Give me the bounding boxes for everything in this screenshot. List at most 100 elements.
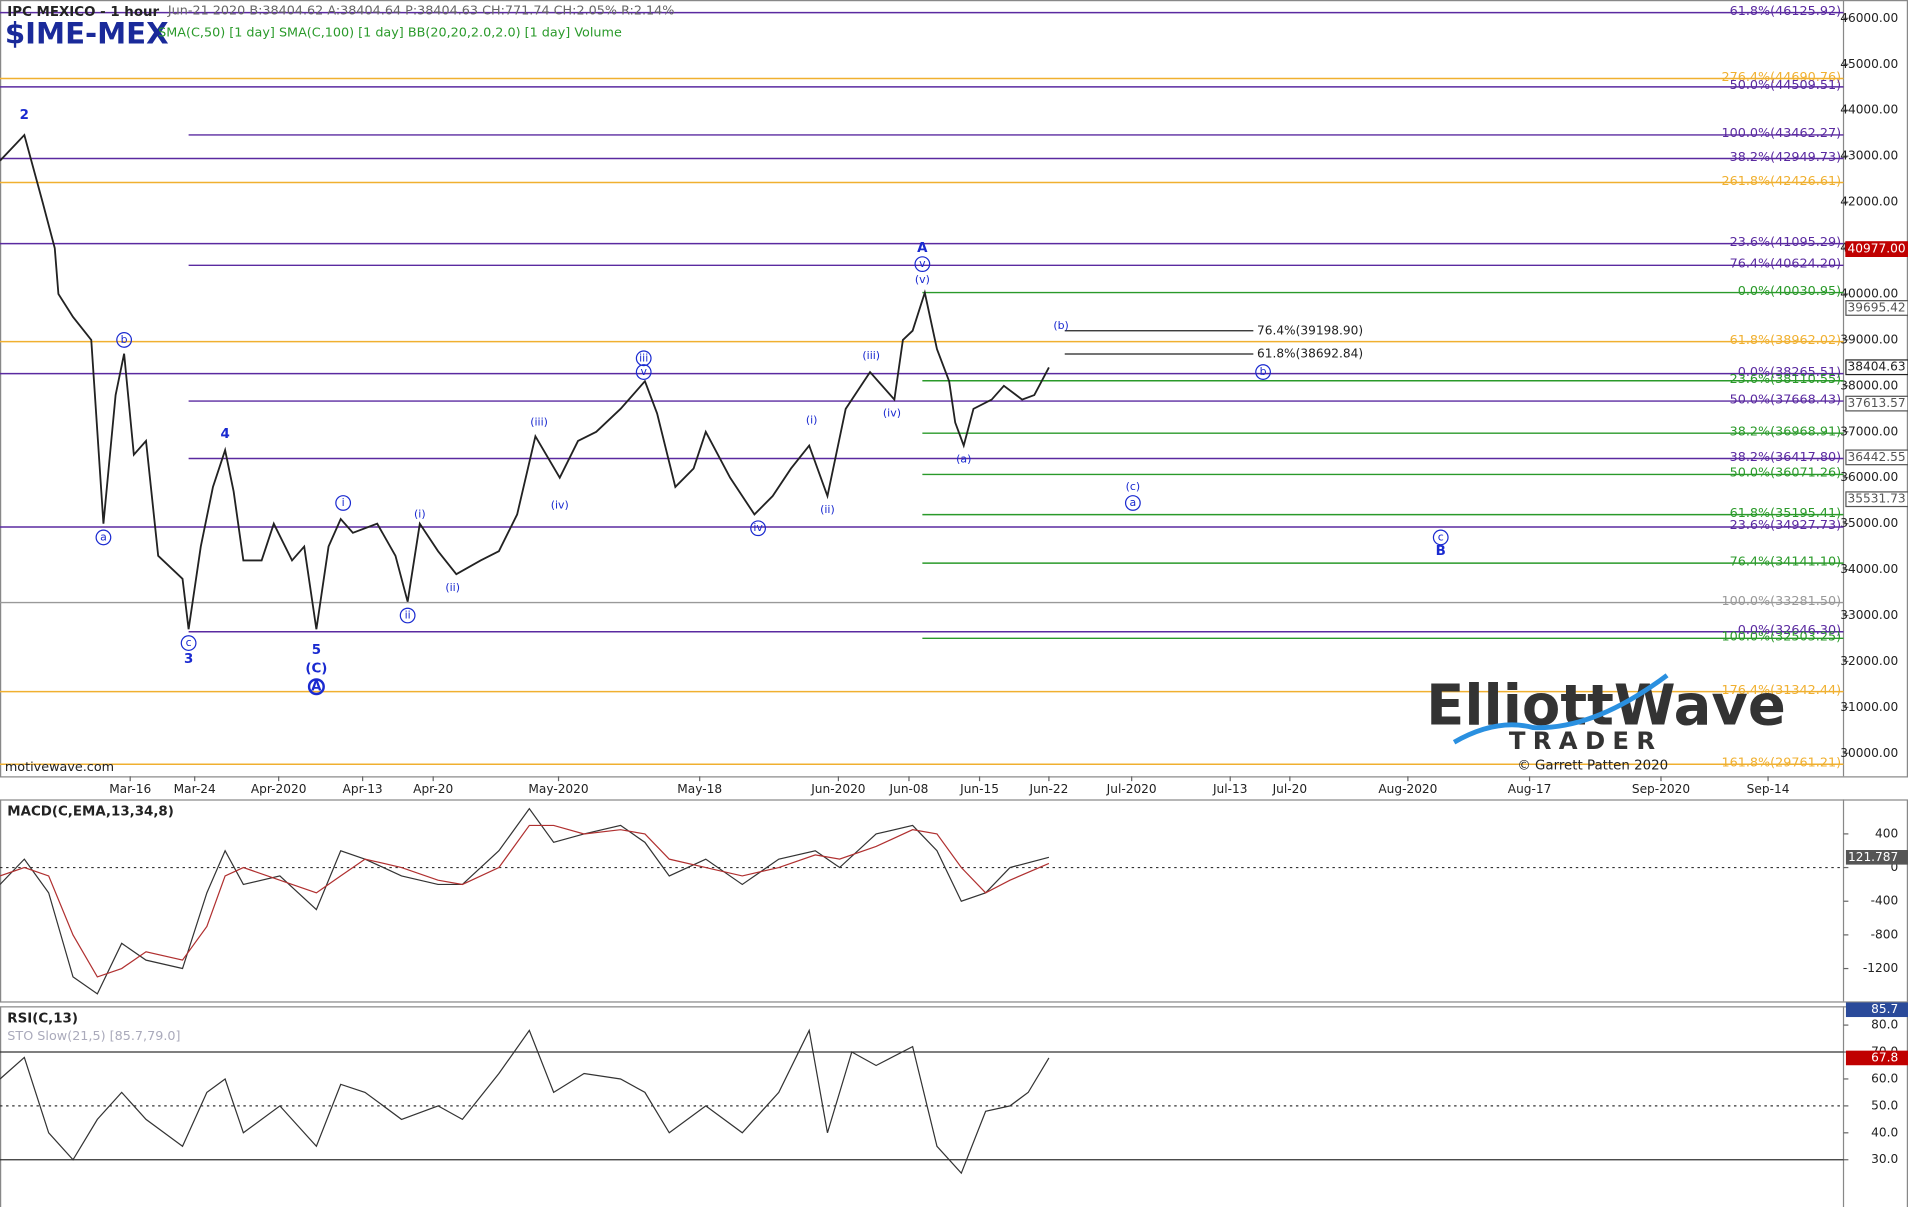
fib-label: 50.0%(37668.43) bbox=[1730, 392, 1841, 407]
current-marker bbox=[1845, 1050, 1908, 1066]
indicators: SMA(C,50) [1 day] SMA(C,100) [1 day] BB(… bbox=[158, 25, 622, 40]
price-marker-label: 35531.73 bbox=[1848, 492, 1906, 506]
logo-sub: TRADER bbox=[1509, 726, 1663, 755]
y-tick-label: 50.0 bbox=[1871, 1098, 1898, 1112]
y-tick-label: 44000.00 bbox=[1840, 103, 1898, 117]
wave-label: B bbox=[1436, 544, 1446, 559]
x-tick-label: Jun-22 bbox=[1028, 782, 1068, 796]
y-tick-label: 38000.00 bbox=[1840, 378, 1898, 392]
current-label: 85.7 bbox=[1871, 1002, 1898, 1016]
fib-label: 38.2%(42949.73) bbox=[1730, 150, 1841, 165]
wave-label: c bbox=[186, 636, 192, 649]
x-tick-label: May-18 bbox=[677, 782, 722, 796]
fib-label: 76.4%(40624.20) bbox=[1730, 257, 1841, 272]
quote: Jun-21 2020 B:38404.62 A:38404.64 P:3840… bbox=[167, 3, 674, 18]
y-tick-label: 37000.00 bbox=[1840, 424, 1898, 438]
wave-label: (iii) bbox=[530, 416, 548, 429]
price-marker bbox=[1845, 241, 1908, 258]
fib-label: 50.0%(36071.26) bbox=[1730, 466, 1841, 481]
y-tick-label: -400 bbox=[1871, 894, 1899, 908]
wave-label: b bbox=[1260, 365, 1267, 378]
panel-frame bbox=[0, 1006, 1908, 1207]
wave-label: i bbox=[342, 496, 345, 509]
fib-label: 176.4%(31342.44) bbox=[1722, 683, 1842, 698]
wave-label: 4 bbox=[220, 427, 229, 442]
fib-label: 61.8%(38692.84) bbox=[1257, 347, 1363, 361]
x-tick-label: Aug-2020 bbox=[1378, 782, 1437, 796]
current-label: 121.787 bbox=[1848, 850, 1898, 864]
price-line bbox=[0, 133, 1050, 630]
wave-circle bbox=[914, 256, 931, 273]
wave-label: 5 bbox=[312, 643, 321, 658]
fib-label: 100.0%(32503.25) bbox=[1722, 630, 1842, 645]
price-line bbox=[0, 824, 1050, 978]
y-tick-label: 35000.00 bbox=[1840, 516, 1898, 530]
y-tick-label: 36000.00 bbox=[1840, 470, 1898, 484]
fib-label: 0.0%(32646.30) bbox=[1738, 623, 1841, 638]
y-tick-label: 40.0 bbox=[1871, 1125, 1898, 1139]
y-tick-label: 34000.00 bbox=[1840, 562, 1898, 576]
wave-circle bbox=[180, 635, 197, 651]
fib-label: 276.4%(44690.76) bbox=[1722, 70, 1842, 85]
wave-label: (C) bbox=[305, 661, 327, 676]
fib-label: 23.6%(41095.29) bbox=[1730, 235, 1841, 250]
fib-label: 50.0%(44509.51) bbox=[1730, 78, 1841, 93]
wave-label: v bbox=[640, 365, 647, 378]
logo-swoosh bbox=[1452, 673, 1669, 745]
y-tick-label: 32000.00 bbox=[1840, 654, 1898, 668]
wave-circle bbox=[95, 529, 112, 546]
wave-circle bbox=[1124, 495, 1141, 511]
x-tick-label: Jun-2020 bbox=[810, 782, 865, 796]
y-tick-label: 42000.00 bbox=[1840, 195, 1898, 209]
wave-label: (a) bbox=[956, 452, 971, 465]
wave-circle bbox=[307, 678, 325, 696]
fib-label: 100.0%(33281.50) bbox=[1722, 594, 1842, 609]
fib-label: 100.0%(43462.27) bbox=[1722, 126, 1842, 141]
wave-label: A bbox=[917, 241, 928, 256]
wave-label: (ii) bbox=[820, 503, 835, 516]
y-tick-label: 40000.00 bbox=[1840, 286, 1898, 300]
x-tick-label: May-2020 bbox=[528, 782, 588, 796]
wave-label: (iv) bbox=[551, 498, 569, 511]
wave-circle bbox=[635, 350, 652, 367]
fib-label: 38.2%(36417.80) bbox=[1730, 450, 1841, 465]
price-line bbox=[0, 1028, 1050, 1175]
wave-circle bbox=[1432, 529, 1449, 546]
current-marker bbox=[1845, 850, 1908, 865]
fib-label: 23.6%(34927.73) bbox=[1730, 518, 1841, 533]
wave-label: 2 bbox=[20, 108, 29, 123]
wave-circle bbox=[116, 331, 133, 348]
y-tick-label: 33000.00 bbox=[1840, 608, 1898, 622]
price-marker-label: 39695.42 bbox=[1848, 300, 1906, 314]
wave-label: a bbox=[1130, 496, 1137, 509]
x-tick-label: Jul-2020 bbox=[1106, 782, 1157, 796]
y-tick-label: 30.0 bbox=[1871, 1152, 1898, 1166]
x-tick-label: Jun-15 bbox=[959, 782, 999, 796]
price-marker bbox=[1845, 491, 1908, 508]
x-tick-label: Jun-08 bbox=[889, 782, 929, 796]
price-line bbox=[0, 807, 1050, 995]
y-tick-label: 31000.00 bbox=[1840, 700, 1898, 714]
y-tick-label: 30000.00 bbox=[1840, 746, 1898, 760]
x-tick-label: Mar-24 bbox=[174, 782, 216, 796]
x-tick-label: Apr-2020 bbox=[251, 782, 307, 796]
panel-subtitle: STO Slow(21,5) [85.7,79.0] bbox=[7, 1029, 180, 1044]
x-tick-label: Jul-20 bbox=[1272, 782, 1308, 796]
price-marker-label: 36442.55 bbox=[1848, 450, 1906, 464]
fib-label: 0.0%(38265.51) bbox=[1738, 365, 1841, 380]
wave-label: a bbox=[100, 530, 107, 543]
wave-label: (iii) bbox=[862, 349, 880, 362]
panel-frame bbox=[0, 799, 1908, 1003]
wave-label: iv bbox=[753, 521, 763, 534]
x-tick-label: Sep-2020 bbox=[1632, 782, 1690, 796]
x-tick-label: Aug-17 bbox=[1508, 782, 1552, 796]
price-marker-label: 38404.63 bbox=[1848, 360, 1906, 374]
wave-label: A bbox=[311, 680, 322, 695]
price-marker-label: 37613.57 bbox=[1848, 396, 1906, 410]
y-tick-label: 43000.00 bbox=[1840, 149, 1898, 163]
price-marker bbox=[1845, 449, 1908, 466]
price-marker bbox=[1845, 359, 1908, 376]
panel-frame bbox=[0, 0, 1908, 778]
panel-title: IPC MEXICO - 1 hour bbox=[7, 5, 159, 20]
wave-circle bbox=[335, 495, 352, 511]
